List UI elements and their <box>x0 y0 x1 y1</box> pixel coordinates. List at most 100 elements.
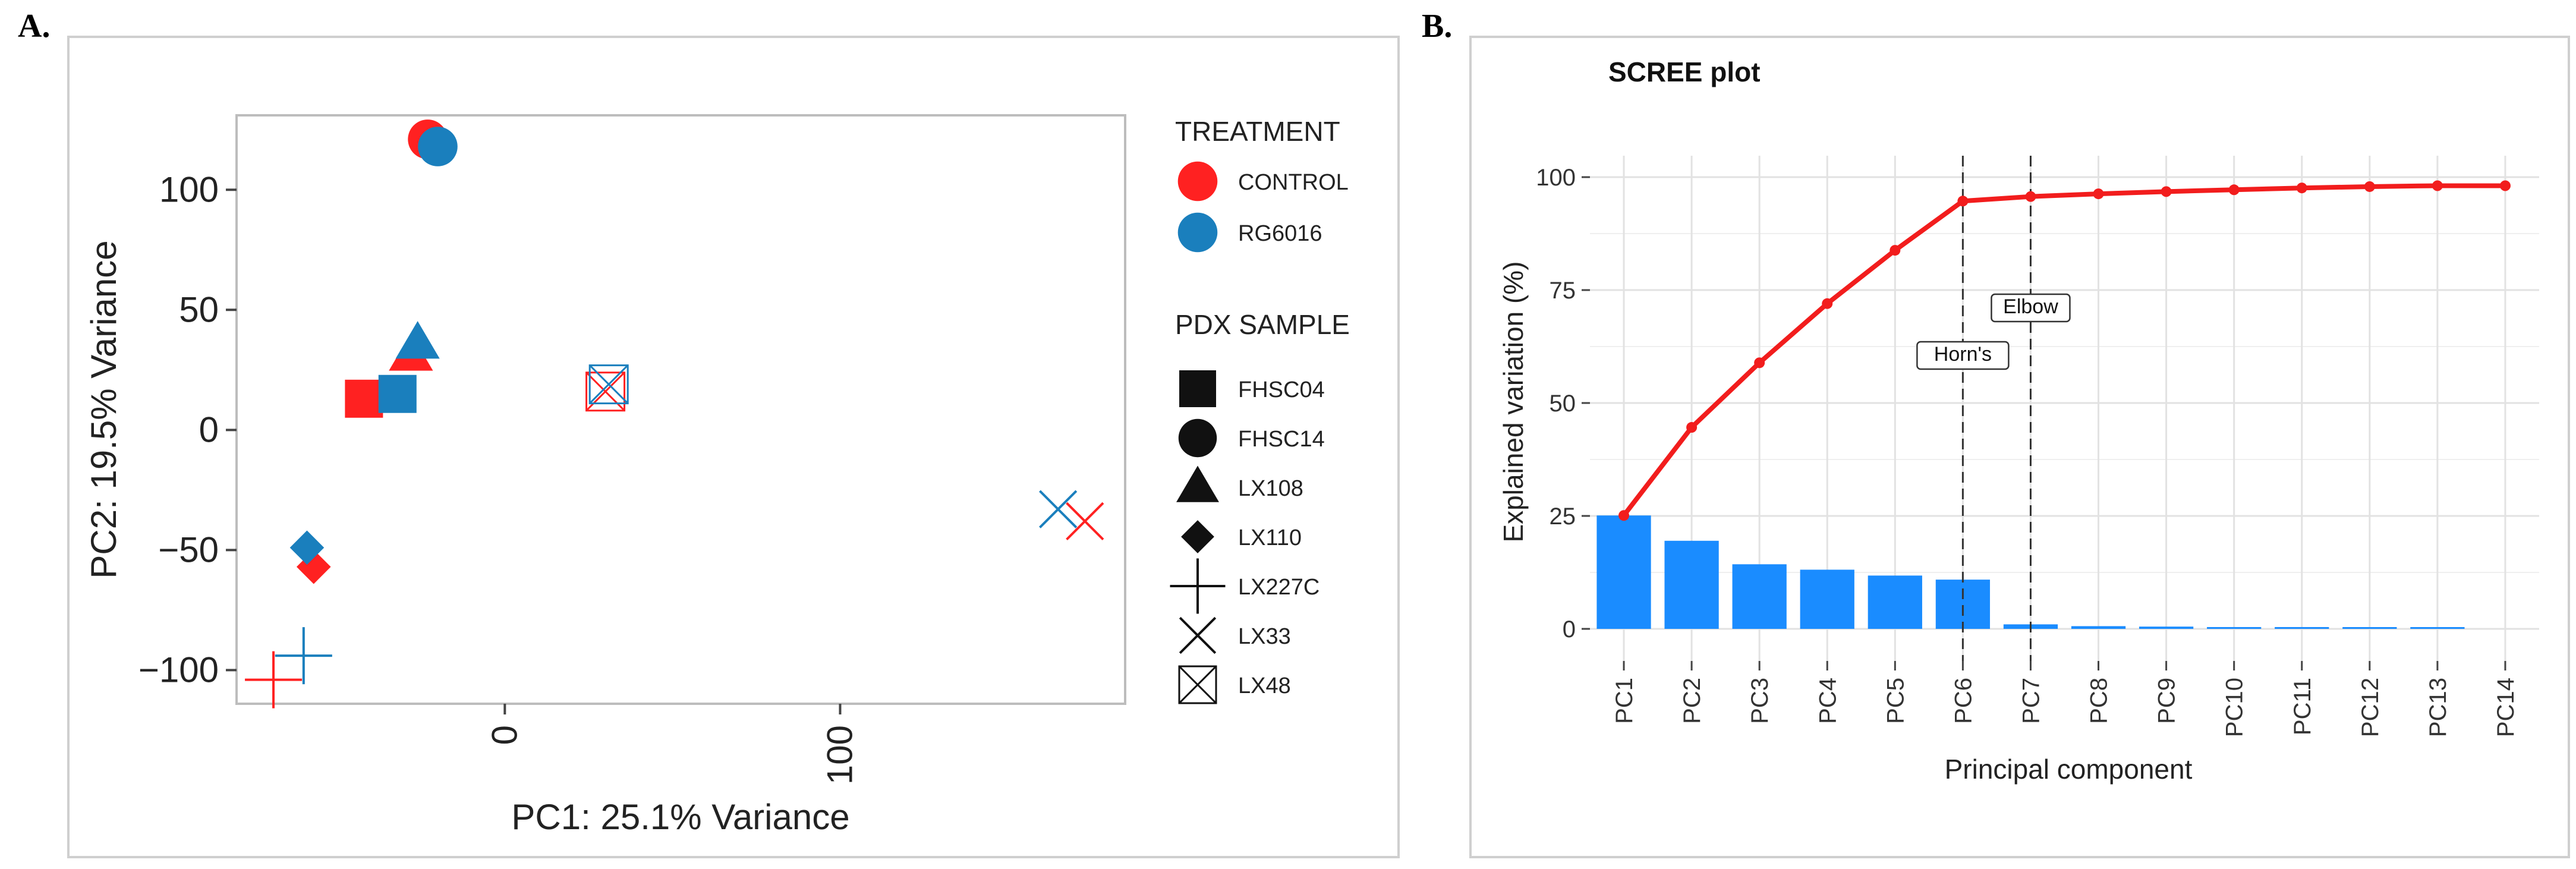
legend-treatment-title: TREATMENT <box>1175 116 1340 147</box>
legend-treatment-label: RG6016 <box>1238 221 1322 246</box>
pca-point-fhsc04-control-shape <box>345 379 383 418</box>
legend-sample-key-boxcross <box>1178 665 1217 704</box>
scree-x-tick-label: PC3 <box>1747 678 1773 724</box>
scree-vline-label-horn: Horn's <box>1934 343 1992 366</box>
legend-sample-label: LX227C <box>1238 575 1320 600</box>
legend-sample-key-diamond-shape <box>1181 520 1214 553</box>
scree-y-axis-label: Explained variation (%) <box>1498 261 1529 542</box>
legend-sample-key-circle-shape <box>1178 418 1217 458</box>
scree-cumulative-point-pc2 <box>1686 422 1698 433</box>
legend-sample-label: LX33 <box>1238 624 1291 649</box>
pca-y-tick-label: −100 <box>138 650 219 689</box>
pca-point-lx33-rg6016-shape <box>1039 490 1078 528</box>
pca-x-tick-label: 100 <box>820 725 859 785</box>
scree-title: SCREE plot <box>1608 56 1761 87</box>
pca-point-fhsc14-rg6016-shape <box>418 127 458 166</box>
pca-point-lx110-rg6016 <box>289 530 325 565</box>
legend-sample-title: PDX SAMPLE <box>1175 309 1350 340</box>
scree-bar-pc3 <box>1732 564 1787 629</box>
scree-cumulative-point-pc14 <box>2499 180 2511 191</box>
scree-plot: SCREE plot Horn's Elbow PC1 PC2 PC3 PC4 PC5 PC… <box>1498 56 2539 785</box>
pca-point-fhsc04-control <box>345 379 383 418</box>
pca-point-lx227c-rg6016 <box>275 627 332 685</box>
scree-cumulative-point-pc13 <box>2432 180 2443 191</box>
pca-point-fhsc04-rg6016-shape <box>378 374 417 413</box>
scree-x-tick-label: PC2 <box>1679 678 1705 724</box>
scree-bar-pc8 <box>2071 626 2126 629</box>
scree-bar-pc5 <box>1868 575 1922 629</box>
scree-vline-label-box-elbow <box>1991 293 2071 323</box>
scree-x-axis-label: Principal component <box>1945 754 2193 785</box>
pca-point-lx108-rg6016-shape <box>395 321 440 359</box>
pca-point-fhsc14-rg6016 <box>418 127 458 166</box>
scree-y-tick-label: 75 <box>1550 278 1576 304</box>
scree-x-tick-label: PC12 <box>2357 678 2383 737</box>
legend-sample-key-diamond <box>1181 520 1214 553</box>
legend-sample-key-circle <box>1178 418 1217 458</box>
legend-sample-label: LX108 <box>1238 476 1303 501</box>
legend-sample-label: LX48 <box>1238 673 1291 698</box>
scree-cumulative-point-pc5 <box>1890 245 1901 256</box>
scree-x-tick-label: PC4 <box>1815 678 1841 724</box>
scree-cumulative-point-pc7 <box>2025 191 2036 202</box>
scree-x-tick-label: PC13 <box>2425 678 2451 737</box>
pca-y-tick-label: 100 <box>159 169 219 209</box>
legend-sample-key-square-shape <box>1179 370 1216 407</box>
legend-treatment-key-shape <box>1177 212 1218 253</box>
scree-y-tick-label: 100 <box>1536 165 1576 191</box>
pca-point-fhsc04-rg6016 <box>378 374 417 413</box>
pca-y-tick-label: 50 <box>179 289 219 329</box>
legend-sample-key-cross <box>1179 616 1217 654</box>
scree-x-tick-label: PC1 <box>1611 678 1637 724</box>
pca-x-tick-label: 0 <box>484 725 524 745</box>
pca-y-tick-label: −50 <box>158 530 219 569</box>
legend-sample-key-triangle-shape <box>1176 465 1219 502</box>
legend-sample-key-plus-shape <box>1170 558 1226 614</box>
legend-treatment-key-shape <box>1177 161 1218 201</box>
scree-x-tick-label: PC14 <box>2493 678 2519 737</box>
pca-point-lx33-rg6016 <box>1039 490 1078 528</box>
scree-x-tick-label: PC6 <box>1950 678 1976 724</box>
scree-cumulative-point-pc10 <box>2228 184 2240 196</box>
legend-sample-label: FHSC14 <box>1238 427 1325 452</box>
pca-x-axis-label: PC1: 25.1% Variance <box>511 797 849 837</box>
scree-x-tick-label: PC7 <box>2018 678 2044 724</box>
scree-cumulative-point-pc1 <box>1618 510 1630 521</box>
legend-treatment-key <box>1177 161 1218 201</box>
scree-bar-pc11 <box>2275 626 2329 629</box>
scree-bar-pc2 <box>1664 540 1719 629</box>
legend-sample-key-boxcross-shape <box>1178 665 1217 704</box>
pca-point-lx48-rg6016-shape <box>588 364 629 405</box>
scree-cumulative-point-pc8 <box>2093 188 2104 200</box>
scree-bar-pc1 <box>1596 515 1651 629</box>
legend-sample-key-triangle <box>1176 465 1219 502</box>
scree-bar-pc9 <box>2139 626 2194 629</box>
legend-sample-key-cross-shape <box>1179 616 1217 654</box>
scree-bar-pc10 <box>2207 626 2262 629</box>
scree-vline-label-box-horn <box>1916 341 2010 370</box>
scree-bar-pc13 <box>2410 627 2465 629</box>
scree-x-tick-label: PC9 <box>2154 678 2180 724</box>
scree-x-tick-label: PC8 <box>2086 678 2112 724</box>
legend-treatment-label: CONTROL <box>1238 170 1349 195</box>
pca-point-lx227c-control-shape <box>245 651 303 709</box>
scree-vline-label-elbow: Elbow <box>2003 295 2058 318</box>
scree-y-tick-label: 0 <box>1563 616 1576 643</box>
pca-point-lx33-control <box>1066 502 1104 541</box>
panel-b-label: B. <box>1422 8 1452 45</box>
scree-bar-pc12 <box>2342 627 2397 629</box>
legend-sample-label: LX110 <box>1238 525 1302 550</box>
scree-cumulative-line <box>1621 183 2505 517</box>
legend-treatment-key <box>1177 212 1218 253</box>
pca-point-lx108-rg6016 <box>395 321 440 359</box>
pca-y-tick-label: 0 <box>199 410 219 449</box>
scree-x-tick-label: PC10 <box>2222 678 2248 737</box>
pca-plot: 100 50 0 −50 −100 0 100 PC1: 25.1% Variance P… <box>84 114 1350 837</box>
scree-cumulative-point-pc6 <box>1957 196 1969 207</box>
scree-bar-pc6 <box>1935 580 1991 629</box>
pca-point-lx48-rg6016 <box>588 364 629 405</box>
pca-point-lx110-rg6016-shape <box>289 530 325 565</box>
pca-point-lx227c-rg6016-shape <box>275 627 332 685</box>
pca-point-lx227c-control <box>245 651 303 709</box>
